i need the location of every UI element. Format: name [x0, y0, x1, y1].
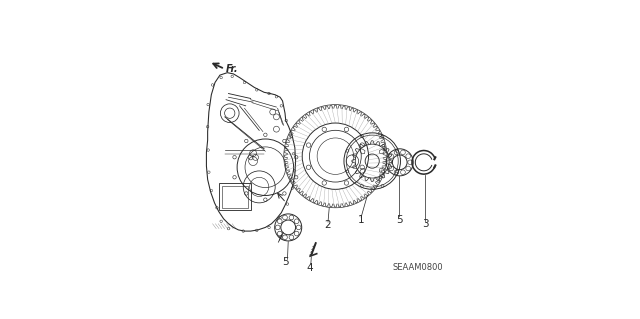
Text: 5: 5 [396, 215, 403, 225]
Text: 1: 1 [358, 215, 364, 225]
Text: Fr.: Fr. [225, 64, 238, 74]
Text: 4: 4 [307, 263, 313, 273]
Text: 2: 2 [324, 220, 332, 230]
Text: 5: 5 [282, 257, 289, 267]
Text: 3: 3 [422, 219, 428, 229]
Text: SEAAM0800: SEAAM0800 [393, 263, 444, 272]
